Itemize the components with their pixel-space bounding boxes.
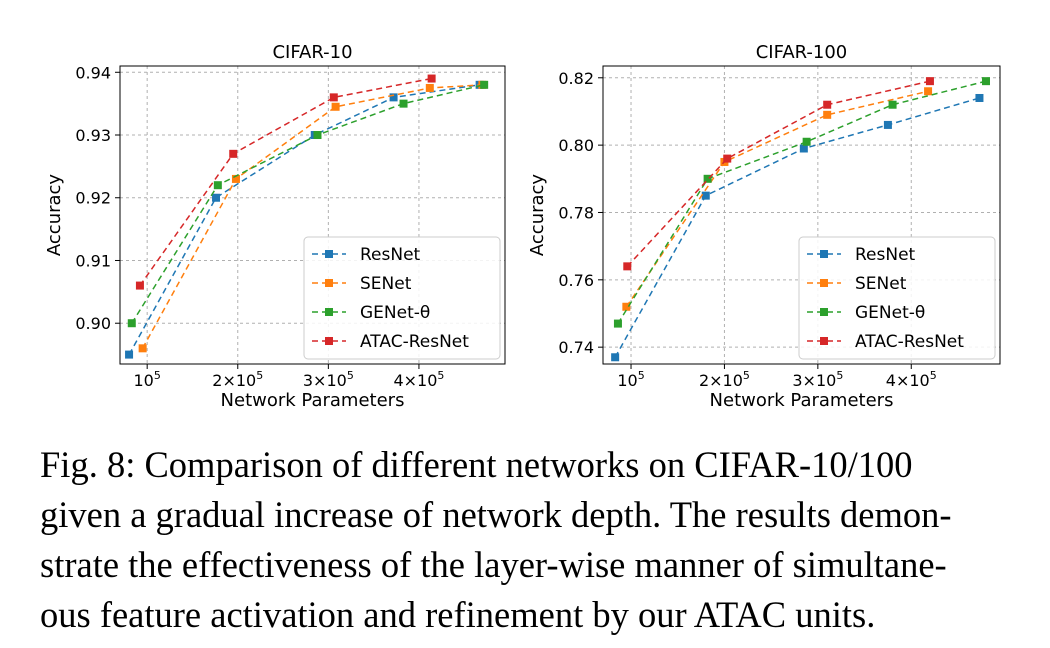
data-point <box>480 80 489 89</box>
y-tick-label: 0.90 <box>75 314 111 333</box>
data-point <box>399 99 408 108</box>
legend-label: ATAC-ResNet <box>855 332 964 352</box>
x-axis-label: Network Parameters <box>221 390 405 411</box>
y-tick-label: 0.78 <box>558 203 594 222</box>
data-point <box>613 319 622 328</box>
data-point <box>723 154 732 163</box>
y-tick-label: 0.91 <box>75 251 111 270</box>
data-point <box>924 87 933 96</box>
figure-charts: CIFAR-10 105 2×105 3×105 4×105 0.90 0.91 0.92 0.… <box>44 42 1001 411</box>
chart-title: CIFAR-10 <box>272 42 352 63</box>
data-point <box>975 93 984 102</box>
legend-label: GENet-θ <box>855 303 925 323</box>
x-tick-label: 105 <box>617 369 644 390</box>
legend-swatch-marker <box>820 308 828 316</box>
x-tick-label: 2×105 <box>212 369 263 390</box>
data-point <box>389 93 398 102</box>
legend-box <box>798 236 996 360</box>
caption-line: strate the effectiveness of the layer-wi… <box>40 544 947 585</box>
legend-swatch-marker <box>325 279 333 287</box>
x-tick-label: 2×105 <box>699 369 750 390</box>
data-point <box>127 319 136 328</box>
legend-label: GENet-θ <box>360 303 430 323</box>
legend-label: SENet <box>360 274 412 294</box>
caption-line: given a gradual increase of network dept… <box>40 494 952 535</box>
x-tick-label: 105 <box>133 369 160 390</box>
y-tick-label: 0.94 <box>75 63 111 82</box>
caption-line: ous feature activation and refinement by… <box>40 594 876 635</box>
x-tick-label: 4×105 <box>886 369 937 390</box>
data-point <box>823 110 832 119</box>
legend: ResNet SENet GENet-θ ATAC-ResNet <box>798 236 996 360</box>
series-line-4 <box>626 80 931 267</box>
legend-swatch-marker <box>820 250 828 258</box>
y-axis-label: Accuracy <box>527 174 548 257</box>
legend-label: SENet <box>855 274 907 294</box>
data-point <box>981 77 990 86</box>
y-tick-label: 0.76 <box>558 271 594 290</box>
data-point <box>213 181 222 190</box>
legend-swatch-marker <box>325 337 333 345</box>
data-point <box>425 83 434 92</box>
data-point <box>802 137 811 146</box>
y-tick-label: 0.93 <box>75 126 111 145</box>
series-line-3 <box>617 80 987 324</box>
data-point <box>623 262 632 271</box>
chart-panel-2: CIFAR-100 105 2×105 3×105 4×105 0.74 0.76 0.78 0… <box>527 42 1001 411</box>
figure-caption: Fig. 8: Comparison of different networks… <box>40 440 1025 640</box>
legend-swatch-marker <box>325 308 333 316</box>
series-line-1 <box>128 84 480 355</box>
legend-box <box>303 236 501 360</box>
data-point <box>622 302 631 311</box>
series-line-4 <box>139 77 432 287</box>
axes-frame <box>602 65 1001 365</box>
x-axis-label: Network Parameters <box>710 390 894 411</box>
y-axis-label: Accuracy <box>44 174 65 257</box>
data-point <box>611 353 620 362</box>
y-tick-label: 0.82 <box>558 69 594 88</box>
data-point <box>703 174 712 183</box>
legend-swatch-marker <box>820 337 828 345</box>
data-point <box>701 191 710 200</box>
legend-swatch-marker <box>325 250 333 258</box>
y-tick-label: 0.74 <box>558 338 594 357</box>
data-point <box>212 193 221 202</box>
y-tick-label: 0.80 <box>558 136 594 155</box>
data-point <box>331 102 340 111</box>
data-point <box>229 149 238 158</box>
x-tick-label: 3×105 <box>303 369 354 390</box>
legend: ResNet SENet GENet-θ ATAC-ResNet <box>303 236 501 360</box>
data-point <box>823 100 832 109</box>
legend-label: ATAC-ResNet <box>360 332 469 352</box>
chart-title: CIFAR-100 <box>756 42 848 63</box>
data-point <box>135 281 144 290</box>
legend-swatch-marker <box>820 279 828 287</box>
y-tick-label: 0.92 <box>75 189 111 208</box>
data-point <box>329 93 338 102</box>
data-point <box>925 77 934 86</box>
data-point <box>138 344 147 353</box>
data-point <box>231 174 240 183</box>
series-line-2 <box>625 90 929 308</box>
x-tick-label: 3×105 <box>792 369 843 390</box>
x-tick-label: 4×105 <box>393 369 444 390</box>
data-point <box>313 131 322 140</box>
caption-line: Fig. 8: Comparison of different networks… <box>40 444 913 485</box>
data-point <box>427 74 436 83</box>
series-line-2 <box>141 84 483 349</box>
data-point <box>888 100 897 109</box>
legend-label: ResNet <box>855 245 916 265</box>
data-point <box>883 120 892 129</box>
axes-frame <box>119 65 506 365</box>
chart-panel-1: CIFAR-10 105 2×105 3×105 4×105 0.90 0.91 0.92 0.… <box>44 42 506 411</box>
data-point <box>125 350 134 359</box>
data-point <box>799 144 808 153</box>
legend-label: ResNet <box>360 245 421 265</box>
